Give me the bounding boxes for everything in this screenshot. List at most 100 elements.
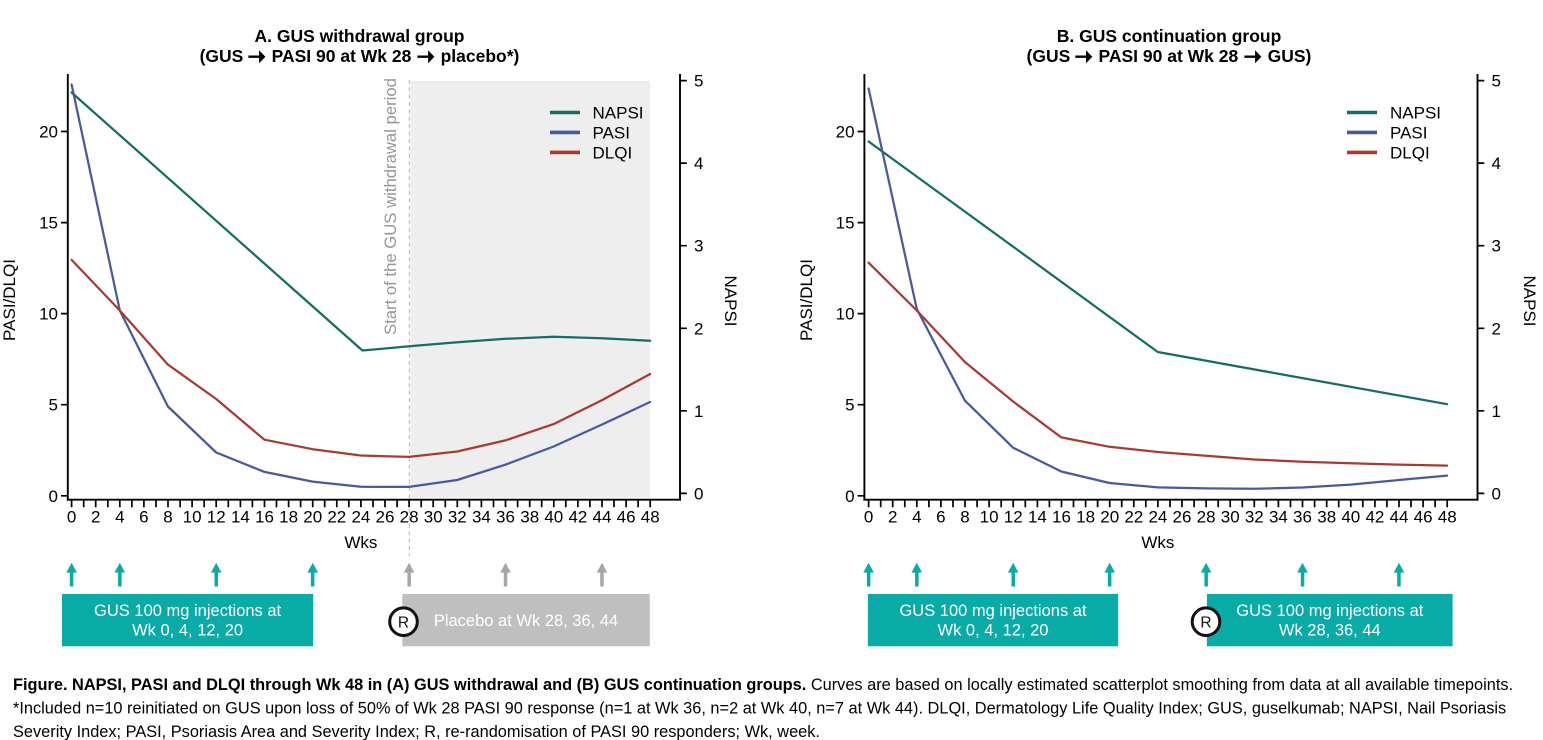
svg-text:PASI: PASI [1390, 123, 1427, 142]
svg-text:42: 42 [1365, 508, 1384, 527]
svg-text:2: 2 [91, 508, 100, 527]
svg-text:22: 22 [327, 508, 346, 527]
svg-text:0: 0 [845, 487, 854, 506]
svg-text:16: 16 [1052, 508, 1071, 527]
svg-text:8: 8 [163, 508, 172, 527]
svg-text:Placebo at Wk 28, 36, 44: Placebo at Wk 28, 36, 44 [434, 612, 618, 630]
svg-text:26: 26 [1173, 508, 1192, 527]
svg-text:20: 20 [836, 123, 855, 142]
svg-text:2: 2 [888, 508, 897, 527]
svg-text:28: 28 [1197, 508, 1216, 527]
svg-text:46: 46 [1414, 508, 1433, 527]
svg-text:DLQI: DLQI [593, 143, 633, 162]
svg-text:44: 44 [1390, 508, 1409, 527]
svg-text:28: 28 [400, 508, 419, 527]
svg-text:36: 36 [496, 508, 515, 527]
svg-text:0: 0 [49, 487, 58, 506]
svg-text:NAPSI: NAPSI [1520, 275, 1539, 326]
svg-text:R: R [1200, 614, 1211, 631]
svg-text:6: 6 [139, 508, 148, 527]
svg-text:42: 42 [568, 508, 587, 527]
svg-text:DLQI: DLQI [1390, 143, 1430, 162]
svg-text:Start of the GUS withdrawal pe: Start of the GUS withdrawal period [381, 78, 400, 335]
svg-text:48: 48 [1438, 508, 1457, 527]
svg-text:(GUS: (GUS [1027, 46, 1071, 66]
svg-text:0: 0 [1492, 484, 1501, 503]
svg-text:12: 12 [1004, 508, 1023, 527]
svg-text:PASI/DLQI: PASI/DLQI [797, 259, 816, 341]
svg-text:3: 3 [694, 237, 703, 256]
svg-text:40: 40 [1341, 508, 1360, 527]
svg-text:GUS 100 mg injections at: GUS 100 mg injections at [1236, 602, 1424, 620]
svg-text:10: 10 [980, 508, 999, 527]
svg-text:30: 30 [424, 508, 443, 527]
svg-text:14: 14 [1028, 508, 1047, 527]
svg-text:Wk 0, 4, 12, 20: Wk 0, 4, 12, 20 [938, 622, 1049, 640]
svg-text:NAPSI: NAPSI [721, 275, 740, 326]
svg-text:1: 1 [694, 402, 703, 421]
svg-text:36: 36 [1293, 508, 1312, 527]
svg-text:2: 2 [1492, 319, 1501, 338]
svg-text:NAPSI: NAPSI [1390, 104, 1441, 123]
svg-text:44: 44 [593, 508, 612, 527]
svg-text:18: 18 [1076, 508, 1095, 527]
svg-text:0: 0 [694, 484, 703, 503]
svg-text:placebo*): placebo*) [441, 46, 520, 66]
svg-text:46: 46 [617, 508, 636, 527]
svg-text:3: 3 [1492, 237, 1501, 256]
svg-text:PASI/DLQI: PASI/DLQI [0, 259, 19, 341]
svg-text:PASI: PASI [593, 123, 630, 142]
svg-text:B. GUS continuation group: B. GUS continuation group [1057, 26, 1282, 46]
svg-text:32: 32 [448, 508, 467, 527]
svg-text:0: 0 [67, 508, 76, 527]
svg-text:GUS 100 mg injections at: GUS 100 mg injections at [94, 602, 282, 620]
svg-text:38: 38 [1317, 508, 1336, 527]
svg-text:Wk 28, 36, 44: Wk 28, 36, 44 [1279, 622, 1381, 640]
svg-text:10: 10 [836, 305, 855, 324]
svg-text:5: 5 [845, 396, 854, 415]
svg-text:GUS): GUS) [1268, 46, 1312, 66]
svg-text:4: 4 [694, 154, 703, 173]
svg-text:4: 4 [115, 508, 124, 527]
svg-text:*Included n=10 reinitiated on: *Included n=10 reinitiated on GUS upon l… [13, 700, 1506, 718]
svg-text:5: 5 [694, 72, 703, 91]
svg-text:12: 12 [207, 508, 226, 527]
svg-text:10: 10 [39, 305, 58, 324]
svg-text:R: R [398, 614, 409, 631]
svg-text:10: 10 [183, 508, 202, 527]
svg-text:Figure. NAPSI, PASI and DLQI t: Figure. NAPSI, PASI and DLQI through Wk … [13, 676, 1513, 694]
svg-text:20: 20 [39, 123, 58, 142]
svg-text:Wks: Wks [344, 533, 377, 552]
svg-text:5: 5 [1492, 72, 1501, 91]
svg-text:24: 24 [351, 508, 370, 527]
svg-text:26: 26 [376, 508, 395, 527]
svg-text:20: 20 [303, 508, 322, 527]
svg-text:22: 22 [1124, 508, 1143, 527]
svg-text:15: 15 [836, 214, 855, 233]
svg-text:NAPSI: NAPSI [593, 104, 644, 123]
svg-text:8: 8 [960, 508, 969, 527]
svg-text:32: 32 [1245, 508, 1264, 527]
svg-text:18: 18 [279, 508, 298, 527]
svg-text:24: 24 [1148, 508, 1167, 527]
svg-text:Severity Index; PASI, Psoriasi: Severity Index; PASI, Psoriasis Area and… [13, 723, 820, 740]
svg-text:34: 34 [1269, 508, 1288, 527]
svg-text:38: 38 [520, 508, 539, 527]
svg-text:(GUS: (GUS [200, 46, 244, 66]
svg-text:30: 30 [1221, 508, 1240, 527]
svg-text:20: 20 [1100, 508, 1119, 527]
svg-text:A. GUS withdrawal group: A. GUS withdrawal group [254, 26, 464, 46]
svg-text:PASI 90 at Wk 28: PASI 90 at Wk 28 [1099, 46, 1239, 66]
svg-text:34: 34 [472, 508, 491, 527]
svg-text:15: 15 [39, 214, 58, 233]
svg-text:14: 14 [231, 508, 250, 527]
svg-text:Wks: Wks [1141, 533, 1174, 552]
svg-text:48: 48 [641, 508, 660, 527]
svg-text:0: 0 [864, 508, 873, 527]
svg-text:GUS 100 mg injections at: GUS 100 mg injections at [899, 602, 1087, 620]
svg-text:4: 4 [1492, 154, 1501, 173]
svg-text:2: 2 [694, 319, 703, 338]
svg-text:5: 5 [49, 396, 58, 415]
svg-text:Wk 0, 4, 12, 20: Wk 0, 4, 12, 20 [132, 622, 243, 640]
svg-text:PASI 90 at Wk 28: PASI 90 at Wk 28 [272, 46, 412, 66]
